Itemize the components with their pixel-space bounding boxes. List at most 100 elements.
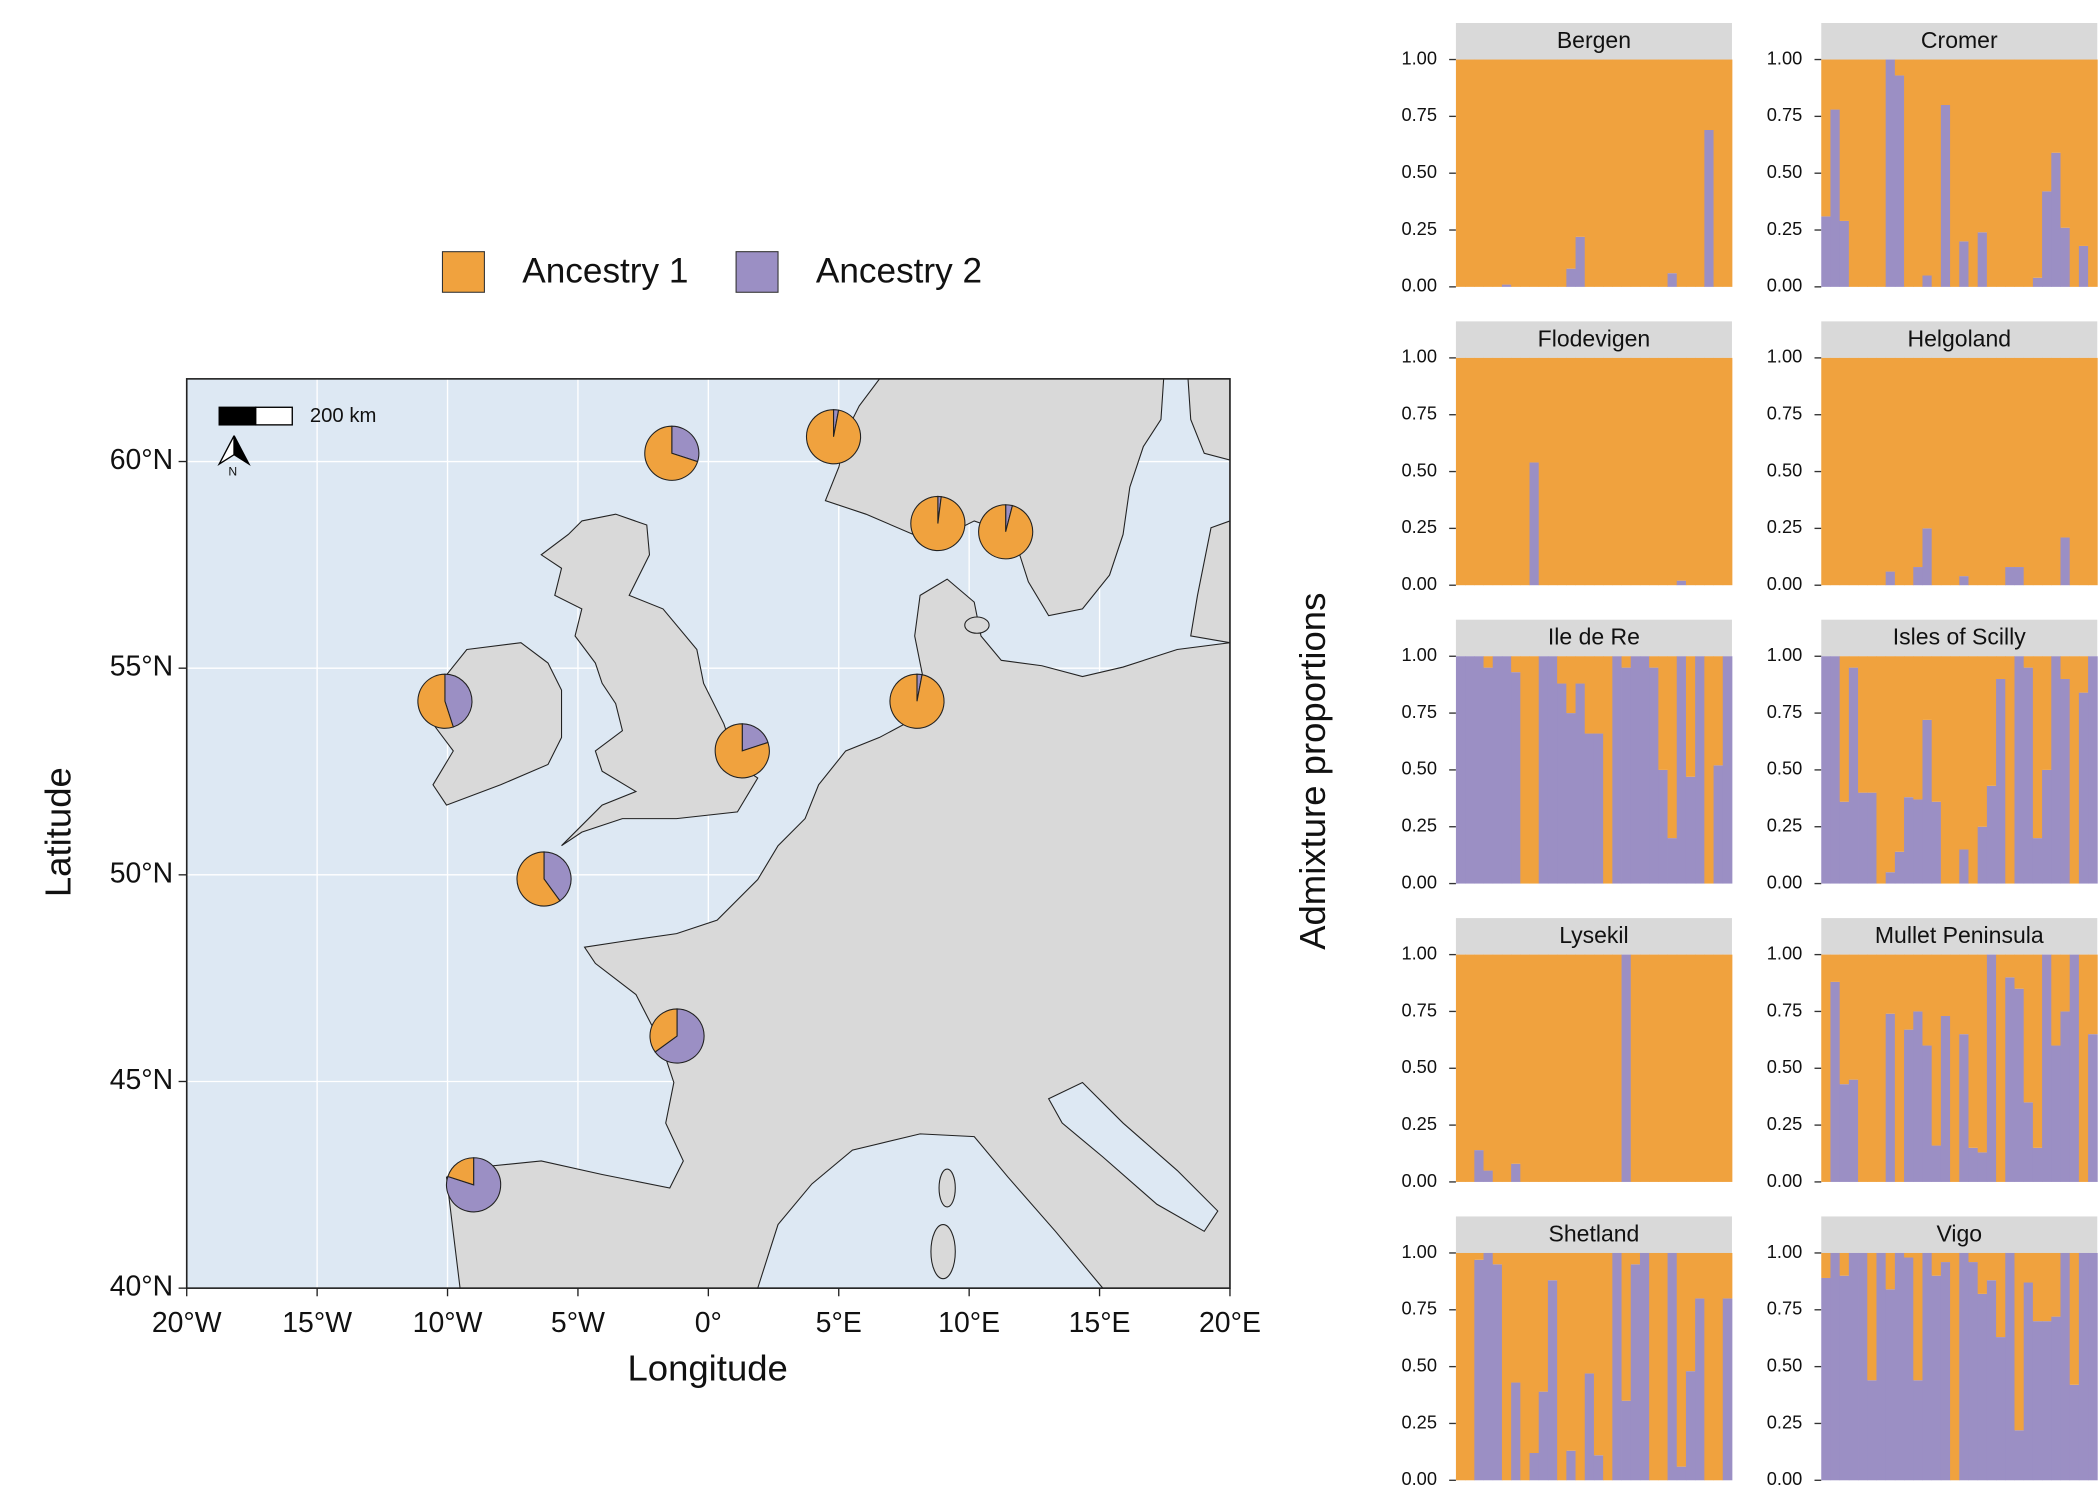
- bar-segment: [1621, 667, 1632, 884]
- bar-segment: [2060, 537, 2071, 586]
- bar-segment: [1894, 59, 1905, 76]
- bar-segment: [1867, 656, 1877, 793]
- bar-segment: [2023, 1252, 2034, 1283]
- bar-segment: [2023, 1282, 2034, 1481]
- y-tick-label: 0.00: [1401, 871, 1437, 892]
- y-tick-label: 0.00: [1401, 573, 1437, 594]
- bar-segment: [1501, 59, 1512, 285]
- bar-segment: [1529, 59, 1540, 287]
- bar-segment: [2042, 656, 2052, 770]
- bar-segment: [1547, 59, 1558, 287]
- strip-title: Cromer: [1921, 27, 1998, 53]
- bar-segment: [1639, 656, 1650, 884]
- x-tick-label: 20°W: [152, 1307, 222, 1339]
- bar-segment: [1940, 656, 1951, 884]
- bar-segment: [1904, 1029, 1914, 1182]
- x-tick-label: 20°E: [1199, 1307, 1261, 1339]
- bar-segment: [1713, 59, 1724, 287]
- bar-segment: [1695, 357, 1705, 586]
- baltics: [1190, 520, 1231, 644]
- bar-segment: [1575, 59, 1586, 237]
- bar-segment: [1830, 357, 1841, 586]
- bar-segment: [1885, 1252, 1896, 1290]
- facet-panel: Isles of Scilly 1.00 0.75 0.50 0.25 0.00: [1767, 619, 2098, 892]
- pie-slice: [889, 673, 945, 729]
- bar-segment: [1876, 1252, 1887, 1481]
- bar-segment: [2060, 59, 2071, 228]
- bar-segment: [1547, 1252, 1558, 1281]
- bar-segment: [1483, 357, 1494, 586]
- bar-segment: [1885, 1013, 1896, 1182]
- y-tick-label: 1.00: [1767, 942, 1803, 963]
- bar-segment: [1649, 656, 1659, 668]
- bar-segment: [1913, 1011, 1923, 1182]
- bar-segment: [1996, 954, 2006, 1182]
- bar-segment: [1885, 656, 1896, 873]
- y-tick-label: 1.00: [1767, 346, 1803, 367]
- bar-segment: [1830, 981, 1841, 1182]
- bar-segment: [2078, 245, 2089, 287]
- bar-segment: [1713, 656, 1724, 766]
- y-tick-label: 55°N: [110, 651, 173, 683]
- bar-segment: [2069, 357, 2080, 586]
- bar-segment: [1996, 357, 2006, 586]
- x-tick-label: 15°W: [282, 1307, 352, 1339]
- y-tick-label: 0.75: [1401, 999, 1437, 1020]
- bar-segment: [1839, 954, 1850, 1085]
- bar-segment: [1858, 59, 1868, 287]
- bar-segment: [2005, 977, 2015, 1182]
- bar-segment: [1511, 954, 1521, 1164]
- bar-segment: [2032, 656, 2043, 839]
- bar-segment: [1584, 954, 1595, 1182]
- bar-segment: [1621, 1400, 1632, 1481]
- bar-segment: [1867, 59, 1877, 287]
- y-tick-label: 0.00: [1767, 871, 1803, 892]
- y-tick-label: 0.25: [1401, 1411, 1437, 1432]
- bar-segment: [1474, 954, 1484, 1151]
- bar-segment: [1575, 683, 1586, 884]
- bar-segment: [1922, 656, 1933, 720]
- bar-segment: [1959, 954, 1969, 1035]
- bar-segment: [1968, 954, 1979, 1148]
- bar-segment: [1959, 357, 1969, 577]
- bar-segment: [1885, 872, 1896, 884]
- bar-segment: [1913, 1252, 1923, 1381]
- bar-segment: [1959, 849, 1969, 884]
- bar-segment: [1977, 1293, 1988, 1481]
- bar-segment: [1455, 357, 1466, 586]
- facet-panel: Helgoland 1.00 0.75 0.50 0.25 0.00: [1767, 321, 2098, 594]
- x-axis-title: Longitude: [627, 1347, 787, 1388]
- bar-segment: [1474, 656, 1484, 884]
- bar-segment: [1968, 59, 1979, 287]
- bar-segment: [1922, 954, 1933, 1046]
- bar-segment: [1474, 1150, 1484, 1182]
- bar-segment: [1922, 1252, 1933, 1481]
- bar-segment: [1904, 1252, 1914, 1258]
- bar-segment: [1830, 109, 1841, 287]
- bar-segment: [1566, 656, 1576, 714]
- bar-segment: [1885, 571, 1896, 586]
- bar-segment: [2078, 656, 2089, 693]
- bar-segment: [1968, 656, 1979, 884]
- bar-segment: [1639, 59, 1650, 287]
- bar-segment: [2088, 954, 2098, 1035]
- bar-segment: [2088, 59, 2098, 287]
- bar-segment: [1904, 357, 1914, 586]
- bar-segment: [1977, 1252, 1988, 1294]
- strip-title: Helgoland: [1907, 325, 2011, 351]
- bar-segment: [1483, 667, 1494, 884]
- bar-segment: [1593, 656, 1604, 734]
- bar-segment: [1474, 59, 1484, 287]
- bar-segment: [2078, 954, 2089, 1182]
- y-tick-label: 0.50: [1401, 161, 1437, 182]
- bar-segment: [2032, 1147, 2043, 1182]
- bar-segment: [1848, 1252, 1859, 1481]
- facet-panel: Bergen 1.00 0.75 0.50 0.25 0.00: [1401, 23, 1733, 296]
- bar-segment: [1465, 357, 1475, 586]
- map: 200 km N Longitude Latitude 20°W 15°W 10°W…: [38, 378, 1261, 1388]
- strip: [1821, 1216, 2098, 1253]
- pie-slice: [417, 673, 454, 729]
- bar-segment: [2051, 1316, 2061, 1481]
- bar-segment: [1704, 59, 1714, 131]
- y-tick-label: 0.00: [1767, 1468, 1803, 1489]
